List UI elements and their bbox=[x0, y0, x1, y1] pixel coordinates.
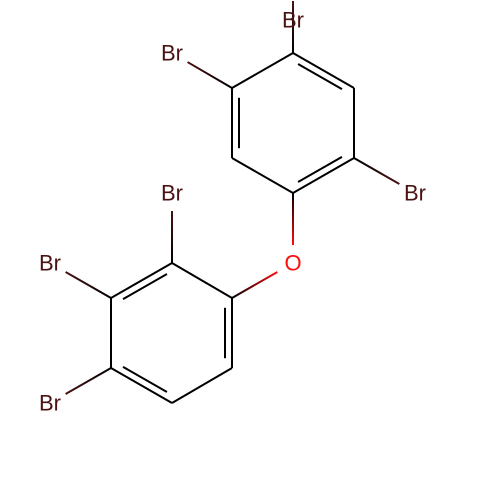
bond bbox=[172, 368, 232, 403]
molecule-diagram: O Br Br Br Br Br Br bbox=[0, 0, 500, 500]
bond bbox=[66, 272, 111, 298]
atom-o-label: O bbox=[284, 251, 301, 276]
bond bbox=[111, 263, 172, 298]
bond bbox=[232, 53, 293, 88]
atom-br-label: Br bbox=[39, 251, 61, 276]
bond bbox=[188, 62, 232, 88]
bond bbox=[111, 368, 172, 403]
atom-br-label: Br bbox=[282, 8, 304, 33]
bond bbox=[232, 158, 293, 193]
atom-br-label: Br bbox=[39, 391, 61, 416]
atom-br-label: Br bbox=[161, 41, 183, 66]
bond bbox=[172, 263, 232, 298]
bond bbox=[293, 53, 354, 88]
bond bbox=[66, 368, 111, 394]
bond bbox=[354, 158, 399, 184]
atom-br-label: Br bbox=[161, 181, 183, 206]
bond bbox=[293, 158, 354, 193]
bond bbox=[232, 272, 277, 298]
atom-br-label: Br bbox=[404, 181, 426, 206]
